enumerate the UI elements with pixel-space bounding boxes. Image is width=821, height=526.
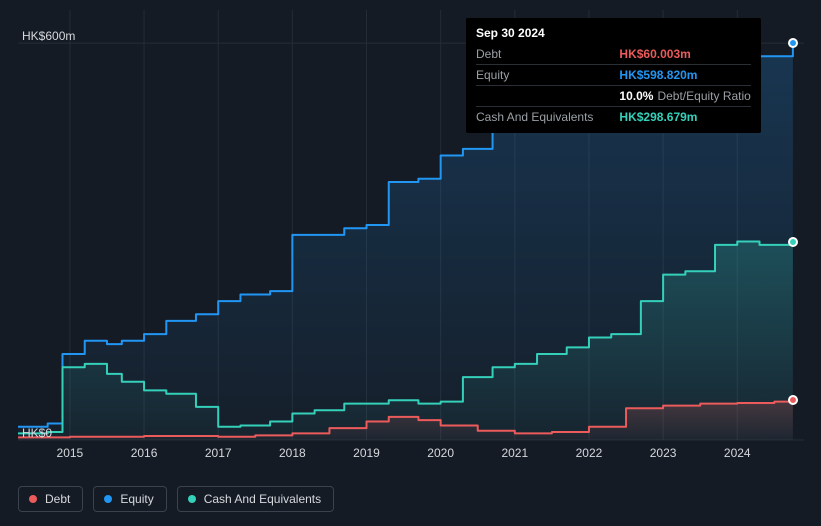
x-tick-label: 2020 (427, 446, 454, 460)
x-tick-label: 2024 (724, 446, 751, 460)
end-marker-debt (788, 395, 798, 405)
tooltip-row-value: HK$298.679m (619, 107, 750, 128)
legend-dot-icon (29, 495, 37, 503)
legend-dot-icon (188, 495, 196, 503)
x-tick-label: 2023 (650, 446, 677, 460)
tooltip-table: DebtHK$60.003mEquityHK$598.820m10.0%Debt… (476, 44, 751, 127)
tooltip-row-value: HK$60.003m (619, 44, 750, 65)
y-tick-label: HK$0 (22, 426, 52, 440)
legend-dot-icon (104, 495, 112, 503)
legend-item-label: Equity (120, 492, 153, 506)
tooltip-row-label (476, 86, 619, 107)
end-marker-equity (788, 38, 798, 48)
tooltip-row-label: Cash And Equivalents (476, 107, 619, 128)
y-tick-label: HK$600m (22, 29, 75, 43)
tooltip-row-suffix: Debt/Equity Ratio (657, 89, 750, 103)
tooltip-row-label: Debt (476, 44, 619, 65)
legend-item-debt[interactable]: Debt (18, 486, 83, 512)
data-tooltip: Sep 30 2024 DebtHK$60.003mEquityHK$598.8… (466, 18, 761, 133)
legend-item-label: Cash And Equivalents (204, 492, 321, 506)
x-axis-labels: 2015 2016 2017 2018 2019 2020 2021 2022 2023 2024 (0, 446, 821, 466)
x-tick-label: 2015 (57, 446, 84, 460)
tooltip-date: Sep 30 2024 (476, 24, 751, 42)
x-tick-label: 2019 (353, 446, 380, 460)
x-tick-label: 2017 (205, 446, 232, 460)
legend-item-equity[interactable]: Equity (93, 486, 166, 512)
x-tick-label: 2022 (576, 446, 603, 460)
tooltip-row-value: HK$598.820m (619, 65, 750, 86)
x-tick-label: 2016 (131, 446, 158, 460)
chart-legend: Debt Equity Cash And Equivalents (18, 486, 334, 512)
tooltip-row-label: Equity (476, 65, 619, 86)
legend-item-cash[interactable]: Cash And Equivalents (177, 486, 334, 512)
x-tick-label: 2018 (279, 446, 306, 460)
end-marker-cash (788, 237, 798, 247)
tooltip-row-value: 10.0%Debt/Equity Ratio (619, 86, 750, 107)
x-tick-label: 2021 (501, 446, 528, 460)
legend-item-label: Debt (45, 492, 70, 506)
